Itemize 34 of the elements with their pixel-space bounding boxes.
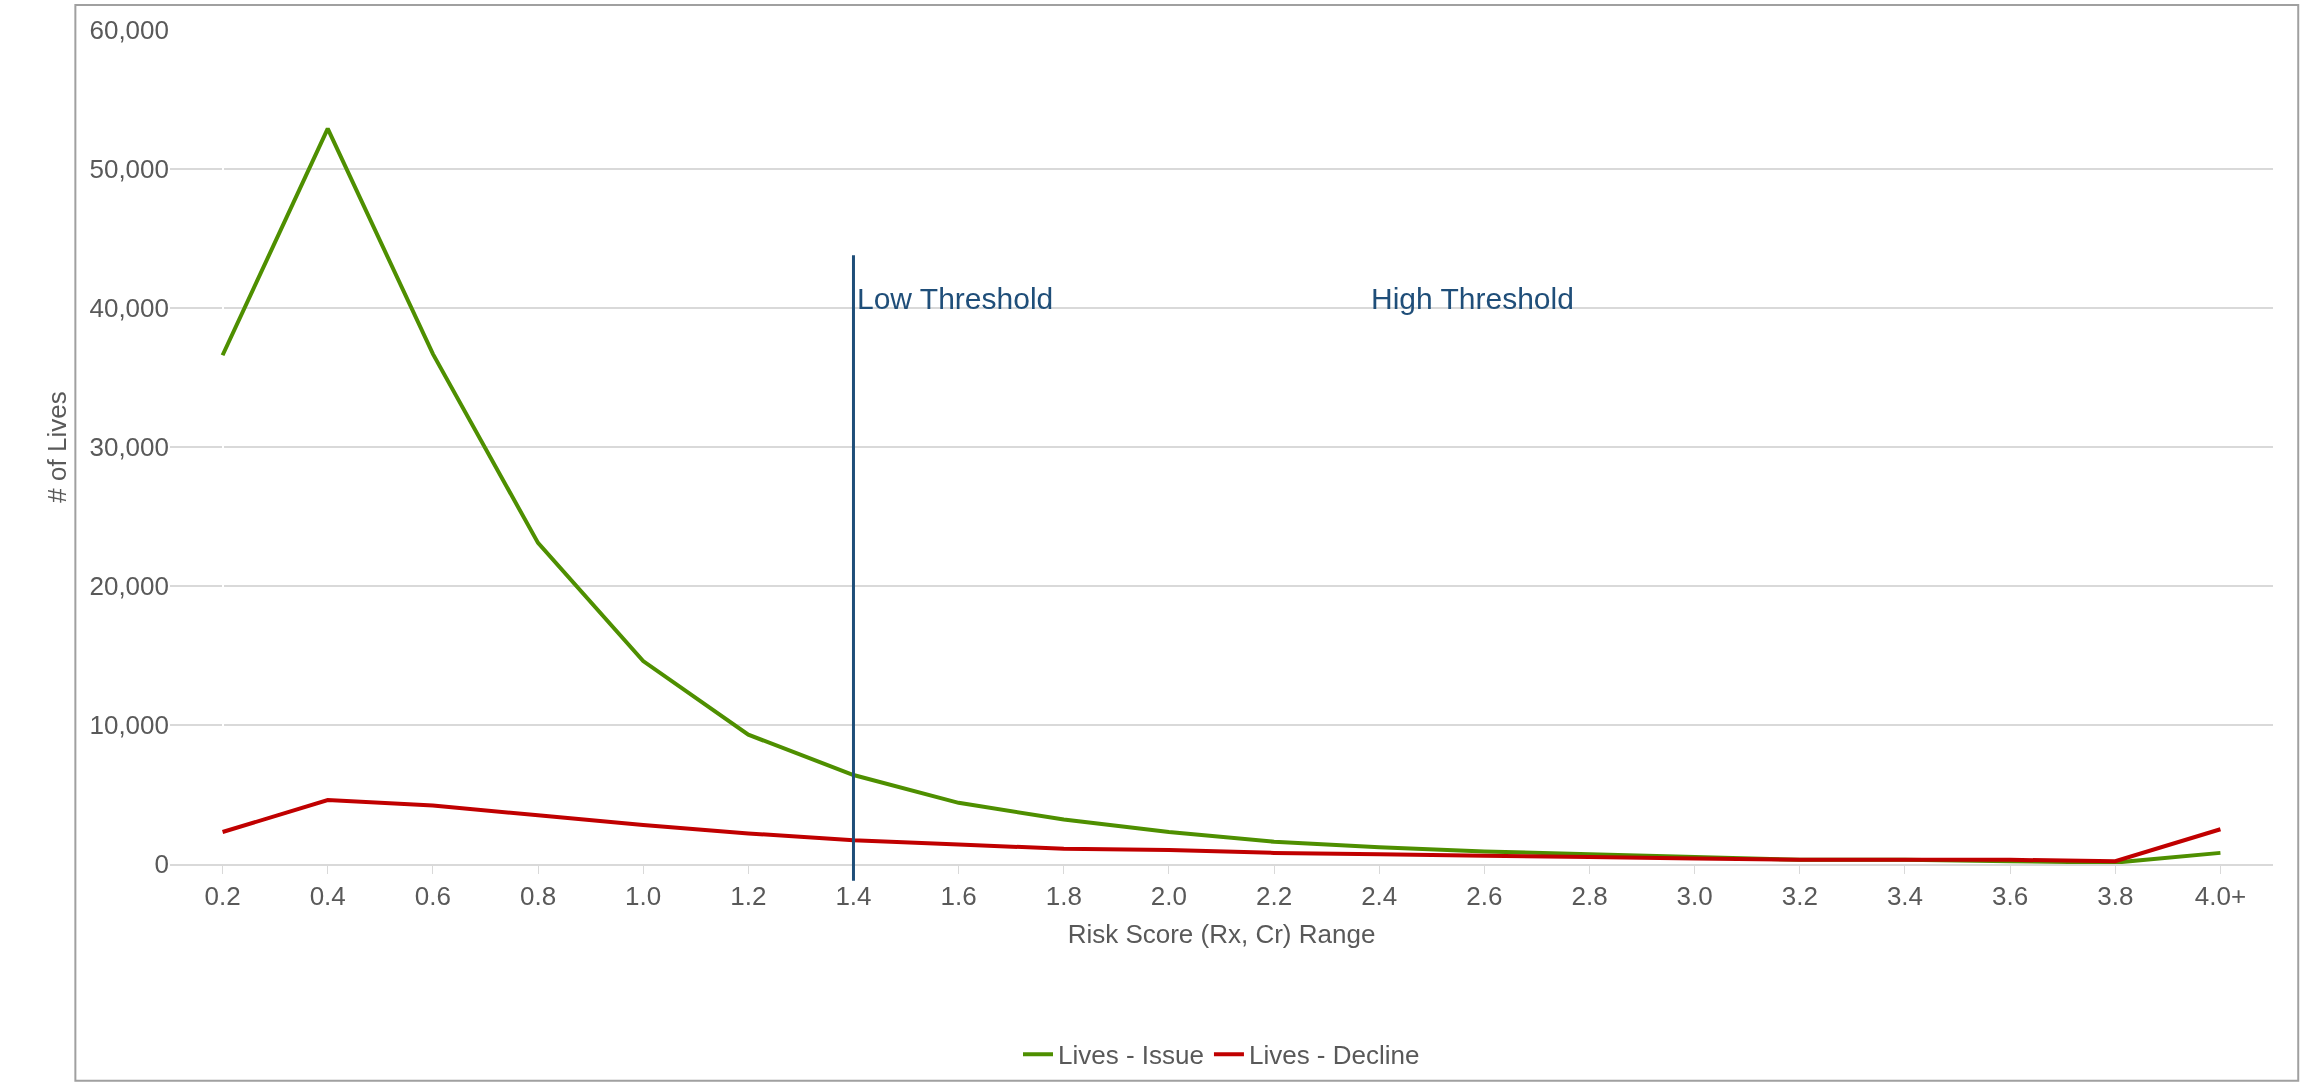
y-tick-label: 0 (154, 849, 169, 880)
ref-line-label: Low Threshold (857, 282, 1054, 315)
x-tick-label: 2.0 (1150, 881, 1188, 912)
annotation: High Threshold (1371, 282, 1574, 315)
x-tick-label: 0.4 (309, 881, 346, 912)
x-tick-label: 0.6 (414, 881, 451, 912)
x-tick-label: 1.8 (1045, 881, 1082, 912)
line-series (220, 798, 2223, 864)
legend-label: Lives - Issue (1058, 1040, 1204, 1071)
x-tick-label: 2.2 (1256, 881, 1293, 912)
y-tick-label: 40,000 (89, 293, 169, 324)
y-tick-label: 50,000 (89, 154, 169, 185)
x-tick-label: 3.8 (2097, 881, 2134, 912)
x-tick-label: 0.8 (519, 881, 557, 912)
x-tick-label: 3.0 (1676, 881, 1713, 912)
x-tick-label: 3.2 (1781, 881, 1818, 912)
x-tick-label: 2.4 (1361, 881, 1398, 912)
y-tick-label: 10,000 (89, 710, 169, 741)
x-tick-label: 2.8 (1571, 881, 1608, 912)
legend-label: Lives - Decline (1248, 1040, 1420, 1071)
x-tick-label: 0.2 (204, 881, 241, 912)
x-tick-label: 1.0 (625, 881, 662, 912)
x-tick-label: 1.2 (730, 881, 767, 912)
y-tick-label: 60,000 (89, 15, 169, 46)
x-tick-label: 2.6 (1466, 881, 1503, 912)
y-tick-label: 20,000 (89, 571, 169, 602)
x-axis-title: Risk Score (Rx, Cr) Range (1067, 919, 1376, 950)
x-tick-label: 1.4 (835, 881, 872, 912)
x-tick-label: 1.6 (940, 881, 977, 912)
y-tick-label: 30,000 (89, 432, 169, 463)
x-tick-label: 4.0+ (2194, 881, 2247, 912)
x-tick-label: 3.4 (1886, 881, 1924, 912)
x-tick-label: 3.6 (1992, 881, 2029, 912)
y-axis-title: # of Lives (41, 391, 72, 503)
